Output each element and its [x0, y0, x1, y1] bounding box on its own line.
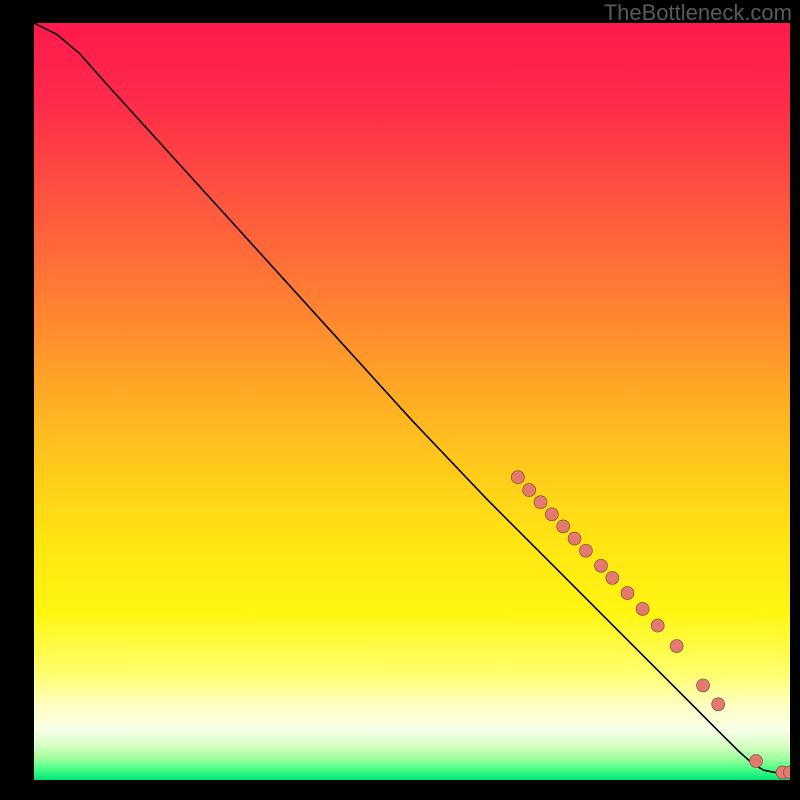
- data-point: [545, 508, 558, 521]
- data-point: [568, 532, 581, 545]
- data-point: [557, 520, 570, 533]
- chart-overlay: [34, 23, 790, 780]
- data-point: [651, 619, 664, 632]
- data-point: [697, 679, 710, 692]
- data-point: [579, 544, 592, 557]
- data-point: [636, 602, 649, 615]
- data-point: [523, 484, 536, 497]
- data-point: [712, 698, 725, 711]
- data-point: [595, 559, 608, 572]
- data-point: [534, 496, 547, 509]
- plot-area: [34, 23, 790, 780]
- data-point: [670, 640, 683, 653]
- data-point: [749, 755, 762, 768]
- data-point: [621, 587, 634, 600]
- data-point: [511, 471, 524, 484]
- stage: TheBottleneck.com: [0, 0, 800, 800]
- data-point: [606, 571, 619, 584]
- bottleneck-curve: [34, 23, 790, 772]
